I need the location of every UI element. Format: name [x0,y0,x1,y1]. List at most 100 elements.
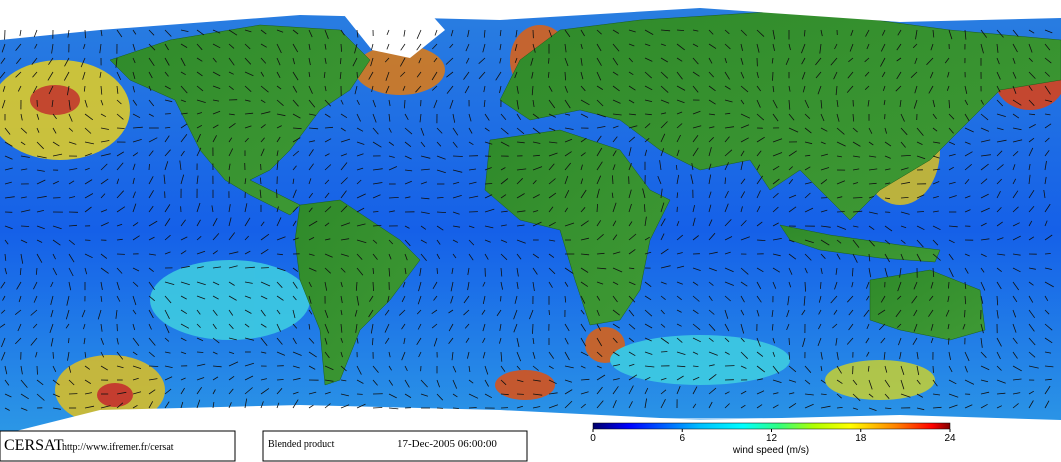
wind-arrow [356,113,361,122]
wind-arrow [484,208,495,213]
wind-arrow [180,387,185,395]
wind-arrow [100,222,109,227]
wind-arrow [1044,99,1052,103]
wind-arrow [180,281,190,286]
wind-arrow [340,205,348,213]
wind-arrow [52,351,54,359]
wind-arrow [196,124,203,129]
wind-arrow [132,235,140,241]
wind-arrow [900,211,910,215]
wind-arrow [724,85,731,90]
wind-arrow [724,236,733,241]
wind-arrow [228,351,235,354]
wind-arrow [36,210,44,213]
wind-arrow [324,85,327,92]
wind-arrow [724,309,729,319]
wind-arrow [980,99,984,105]
wind-arrow [996,164,1004,171]
wind-arrow [916,127,924,136]
wind-arrow [308,163,314,171]
wind-arrow [68,141,77,145]
wind-arrow [404,239,411,247]
wind-arrow [420,197,430,200]
wind-arrow [100,323,103,332]
wind-arrow [308,29,313,38]
wind-arrow [628,295,636,303]
wind-arrow [308,113,316,116]
wind-arrow [132,139,142,143]
wind-arrow [33,281,38,290]
wind-arrows [0,29,1054,411]
wind-arrow [100,193,106,199]
wind-arrow [708,337,714,342]
wind-arrow [692,135,699,143]
wind-arrow [820,267,823,274]
wind-arrow [580,57,583,66]
wind-arrow [996,337,1002,347]
wind-arrow [883,99,886,106]
wind-arrow [657,175,662,185]
wind-arrow [708,387,717,395]
wind-arrow [212,351,218,355]
wind-arrow [308,43,311,50]
wind-arrow [676,99,685,104]
wind-arrow [148,190,154,199]
wind-arrow [196,351,204,353]
wind-arrow [851,281,854,288]
wind-arrow [368,71,374,80]
wind-arrow [516,365,521,371]
wind-arrow [82,71,86,80]
wind-arrow [836,211,845,213]
wind-arrow [612,220,617,227]
wind-arrow [852,141,861,147]
wind-arrow [418,281,422,292]
wind-arrow [276,402,280,409]
wind-arrow [708,71,714,78]
wind-arrow [17,323,22,332]
wind-arrow [772,379,782,383]
wind-arrow [771,57,774,64]
wind-arrow [932,127,938,132]
wind-arrow [292,365,300,369]
wind-arrow [804,253,812,261]
wind-arrow [431,85,438,91]
wind-arrow [708,295,713,302]
wind-arrow [228,309,234,316]
wind-arrow [548,281,553,288]
wind-arrow [644,387,649,395]
wind-arrow [276,217,282,227]
wind-arrow [660,148,665,157]
wind-arrow [4,167,13,171]
wind-arrow [1028,113,1036,116]
wind-arrow [660,233,665,241]
wind-arrow [820,253,826,259]
wind-arrow [564,222,575,227]
wind-arrow [772,71,774,81]
wind-arrow [164,401,170,409]
wind-arrow [100,113,107,118]
wind-arrow [450,29,454,37]
wind-arrow [928,295,934,301]
wind-arrow [2,85,6,92]
wind-arrow [628,57,633,63]
wind-arrow [916,239,924,248]
wind-arrow [1012,323,1017,333]
wind-arrow [849,43,854,52]
wind-arrow [196,219,201,227]
wind-arrow [836,253,841,260]
wind-arrow [356,127,364,132]
wind-arrow [596,351,603,357]
wind-arrow [612,71,619,76]
wind-arrow [340,190,347,199]
wind-arrow [20,168,28,171]
wind-arrow [1,43,6,53]
wind-arrow [68,239,75,246]
wind-arrow [4,365,8,375]
wind-arrow [836,225,847,230]
wind-arrow [276,71,281,78]
wind-arrow [740,365,747,369]
wind-arrow [628,267,635,270]
wind-arrow [724,162,729,171]
wind-arrow [932,365,934,373]
wind-arrow [612,386,619,395]
